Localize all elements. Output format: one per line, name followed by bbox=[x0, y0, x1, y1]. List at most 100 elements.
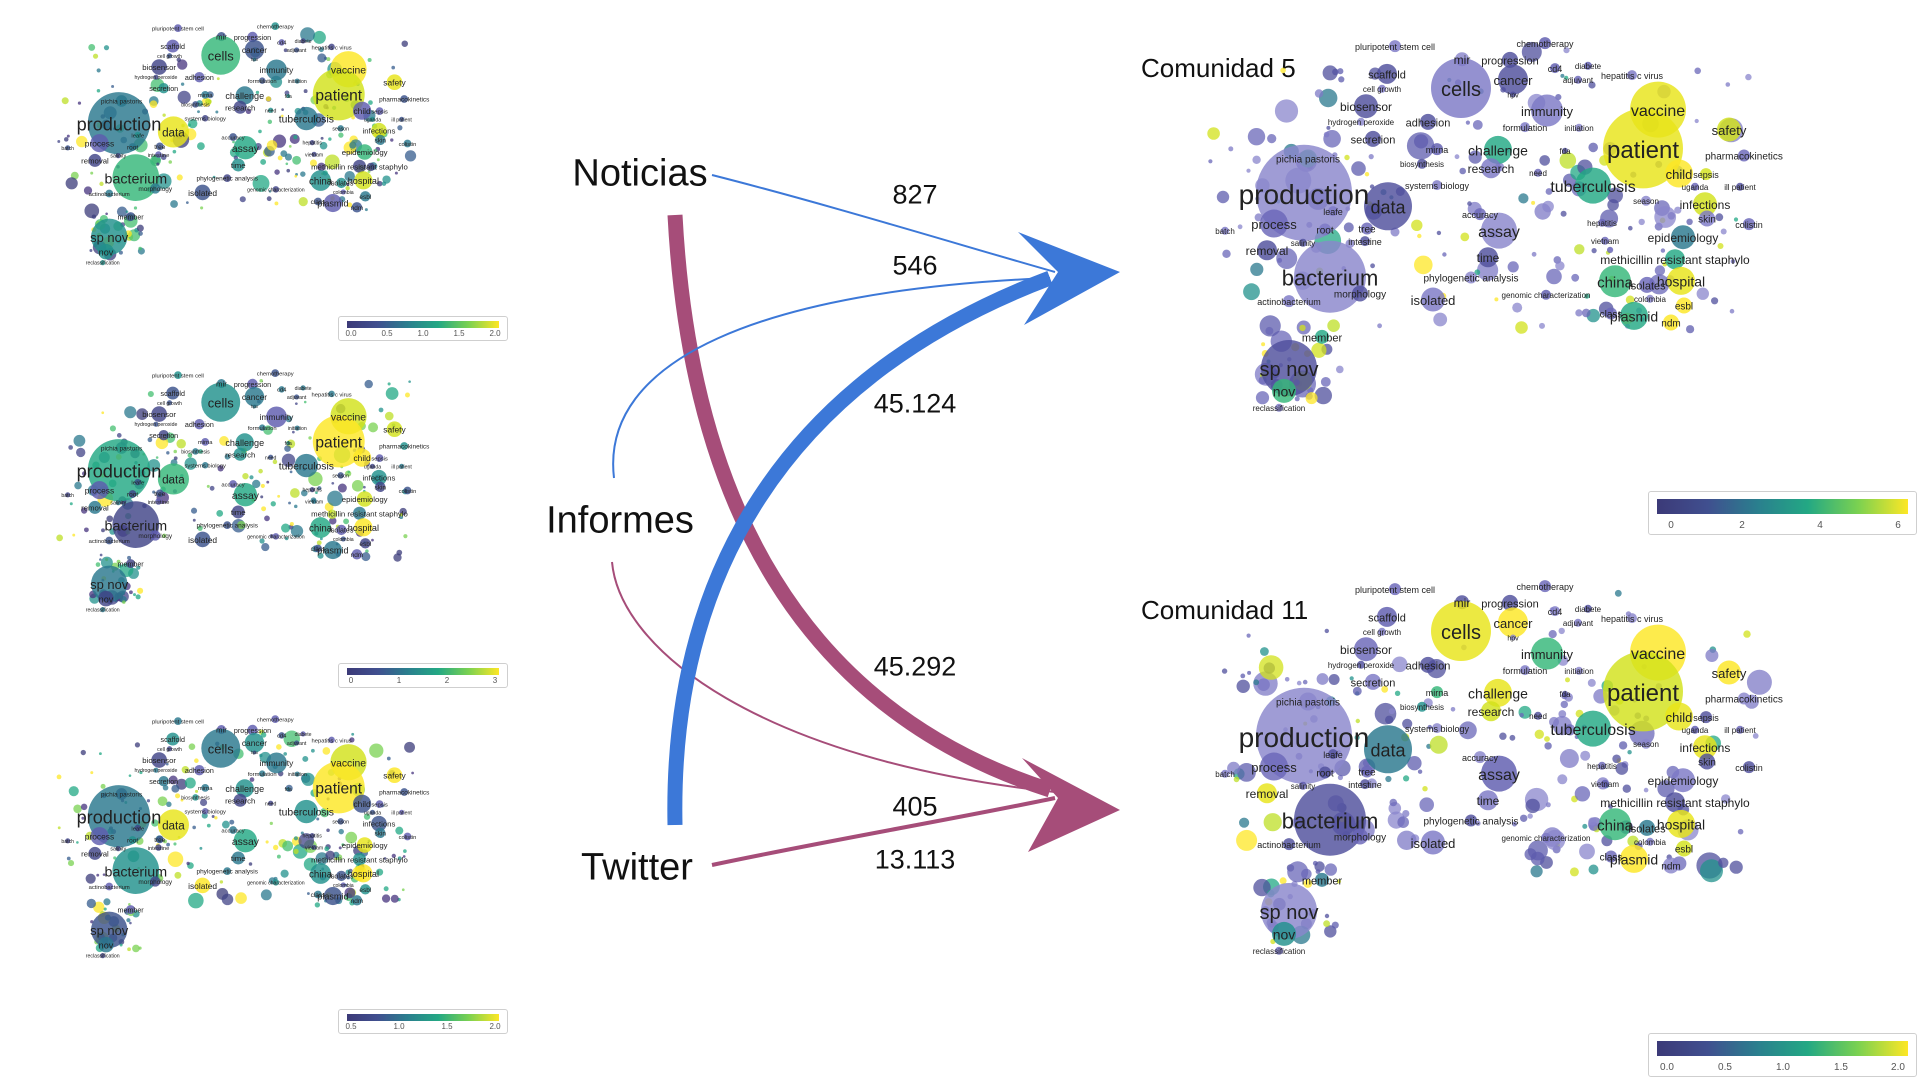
term-label-process: process bbox=[85, 139, 114, 149]
term-label-vietnam: vietnam bbox=[305, 499, 323, 505]
term-bubble bbox=[101, 528, 105, 533]
term-bubble-infections bbox=[371, 122, 387, 139]
term-label-mir: mir bbox=[1454, 53, 1471, 67]
term-bubble-hpv bbox=[252, 57, 257, 62]
term-bubble-isolated bbox=[1421, 287, 1445, 312]
term-label-root: root bbox=[1316, 769, 1333, 780]
term-label-vietnam: vietnam bbox=[305, 845, 323, 851]
term-bubble bbox=[116, 433, 122, 438]
term-bubble-uganda bbox=[369, 463, 376, 469]
term-label-intestine: intestine bbox=[1348, 780, 1382, 790]
term-bubble-root bbox=[1319, 223, 1331, 236]
term-bubble bbox=[1259, 315, 1281, 337]
term-bubble-mirna bbox=[201, 784, 210, 792]
term-label-esbl: esbl bbox=[359, 541, 371, 548]
term-bubble bbox=[1607, 246, 1613, 252]
colorbar-tick: 2.0 bbox=[489, 329, 501, 338]
term-bubble bbox=[1394, 690, 1401, 696]
term-bubble bbox=[1557, 774, 1568, 785]
term-bubble-ndm bbox=[1663, 857, 1679, 874]
term-bubble-intestine bbox=[155, 498, 162, 505]
term-bubble bbox=[260, 483, 265, 488]
term-label-pichia: pichia pastoris bbox=[1276, 698, 1340, 709]
term-label-isolates: isolates bbox=[1628, 280, 1666, 292]
term-bubble bbox=[384, 411, 394, 421]
term-label-colistin: colistin bbox=[399, 489, 417, 495]
term-bubble bbox=[163, 839, 167, 844]
term-label-member: member bbox=[1302, 875, 1343, 887]
term-bubble-need bbox=[1534, 711, 1542, 720]
term-bubble bbox=[341, 843, 345, 847]
term-bubble bbox=[289, 470, 293, 474]
term-bubble-actino bbox=[105, 536, 114, 545]
term-label-hydrogen: hydrogen peroxide bbox=[134, 768, 177, 774]
term-bubble-hpv bbox=[1510, 91, 1516, 98]
term-label-removal: removal bbox=[81, 157, 109, 166]
term-label-secretion: secretion bbox=[149, 85, 178, 93]
term-bubble bbox=[363, 813, 371, 820]
term-bubble-china bbox=[310, 170, 331, 191]
term-bubble bbox=[267, 119, 273, 125]
term-bubble bbox=[111, 84, 115, 88]
term-bubble bbox=[378, 407, 384, 413]
term-bubble bbox=[1560, 700, 1568, 709]
term-bubble bbox=[139, 770, 143, 775]
term-label-chemotherapy: chemotherapy bbox=[257, 718, 294, 724]
term-label-hospital: hospital bbox=[1657, 274, 1705, 290]
term-label-leafe: leafe bbox=[131, 133, 144, 139]
term-bubble bbox=[1221, 668, 1228, 674]
term-label-ndm: ndm bbox=[351, 552, 364, 559]
term-bubble-cellgrowth bbox=[1378, 84, 1386, 93]
term-bubble bbox=[166, 801, 172, 807]
term-bubble-cancer bbox=[1498, 607, 1528, 638]
term-bubble-actino bbox=[105, 882, 114, 891]
term-bubble bbox=[1521, 41, 1542, 62]
term-bubble bbox=[157, 796, 168, 807]
term-bubble bbox=[76, 135, 88, 148]
term-bubble bbox=[329, 517, 337, 525]
term-bubble bbox=[1654, 265, 1666, 276]
term-label-uganda: uganda bbox=[1682, 183, 1709, 192]
term-label-cells: cells bbox=[208, 741, 234, 756]
term-label-cancer: cancer bbox=[1493, 616, 1533, 631]
term-bubble bbox=[252, 175, 270, 192]
term-bubble bbox=[274, 169, 280, 175]
term-bubble bbox=[1336, 365, 1344, 374]
term-bubble-process bbox=[90, 481, 109, 500]
term-label-hospital: hospital bbox=[348, 176, 379, 186]
colorbar-tick: 4 bbox=[1817, 520, 1823, 531]
term-bubble-bacterium bbox=[112, 847, 160, 894]
term-bubble bbox=[273, 844, 279, 851]
term-bubble bbox=[281, 523, 291, 533]
community-5-term-map: pluripotent stem cell chemotherapy mir prog… bbox=[1207, 37, 1830, 510]
term-bubble bbox=[269, 821, 273, 825]
term-bubble bbox=[1351, 161, 1366, 176]
term-bubble bbox=[1531, 251, 1537, 257]
term-bubble bbox=[129, 921, 132, 925]
term-bubble-fda bbox=[286, 787, 291, 791]
term-bubble bbox=[1563, 47, 1570, 54]
colorbar-tick: 1 bbox=[396, 676, 402, 685]
term-bubble bbox=[1730, 259, 1736, 264]
term-map-svg: pluripotent stem cell chemotherapy mir prog… bbox=[56, 715, 429, 960]
term-bubble-adjuvant bbox=[1574, 618, 1582, 627]
term-bubble-nov bbox=[98, 590, 114, 607]
term-bubble bbox=[69, 502, 73, 506]
term-label-genomic: genomic characterization bbox=[1502, 291, 1591, 300]
term-bubble-vietnam bbox=[311, 151, 317, 157]
term-bubble-epidemiology bbox=[356, 491, 373, 507]
term-bubble bbox=[1674, 206, 1682, 214]
term-bubble-member bbox=[1315, 872, 1329, 887]
term-bubble-child bbox=[1665, 159, 1693, 188]
term-bubble bbox=[312, 30, 326, 44]
term-label-genomic: genomic characterization bbox=[247, 187, 305, 193]
term-bubble-data bbox=[1364, 725, 1412, 774]
term-label-fda: fda bbox=[1559, 147, 1571, 156]
term-bubble-formulation bbox=[1520, 122, 1530, 133]
term-label-secretion: secretion bbox=[149, 432, 178, 440]
term-bubble bbox=[151, 819, 159, 827]
term-label-formulation: formulation bbox=[1503, 123, 1548, 133]
term-bubble-spnov bbox=[1261, 883, 1317, 939]
term-bubble bbox=[1377, 323, 1382, 329]
term-bubble-accuracy bbox=[229, 133, 237, 141]
